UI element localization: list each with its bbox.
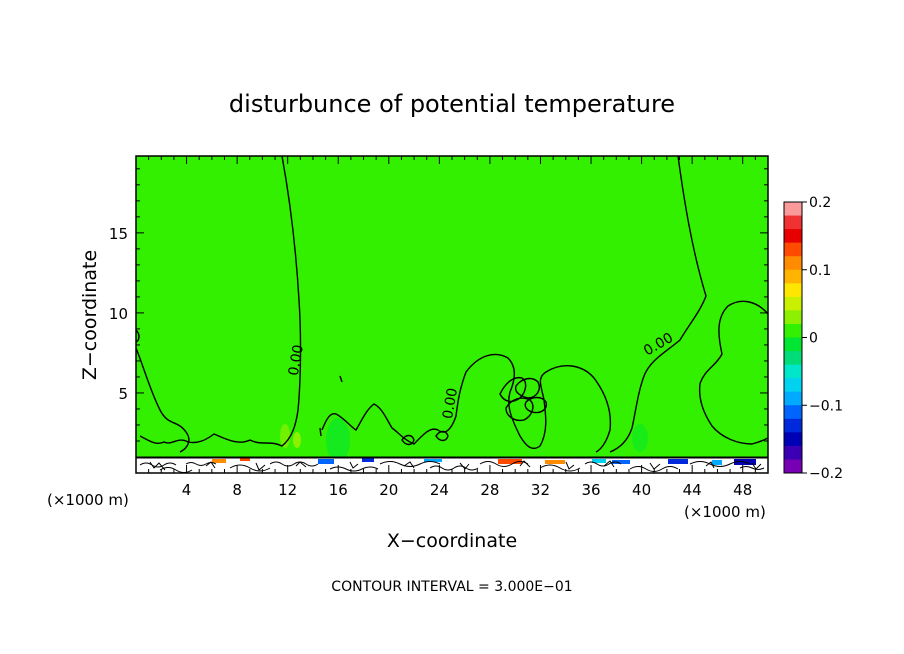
- contour-line: [136, 347, 190, 453]
- x-unit-right: (×1000 m): [684, 503, 766, 521]
- x-tick-label: 40: [632, 481, 651, 499]
- contour-line: [514, 377, 540, 399]
- plot-area: 0.000.000.00: [136, 156, 768, 473]
- x-tick-label: 28: [480, 481, 499, 499]
- colorbar-tick-label: 0: [809, 331, 818, 347]
- x-tick-label: 24: [430, 481, 449, 499]
- y-tick-label: 10: [109, 305, 128, 323]
- y-tick-label: 15: [109, 225, 128, 243]
- colorbar-swatch: [784, 351, 802, 366]
- contour-line: [319, 427, 322, 437]
- field-anomaly: [280, 424, 290, 448]
- x-tick-label: 12: [278, 481, 297, 499]
- field-anomaly: [632, 424, 648, 452]
- y-tick-label: 5: [118, 385, 128, 403]
- chart-title: disturbunce of potential temperature: [229, 90, 675, 118]
- colorbar-swatch: [784, 418, 802, 433]
- contour-line: [698, 300, 768, 445]
- colorbar-swatch: [784, 283, 802, 298]
- zero-contours: [136, 156, 768, 453]
- colorbar-swatch: [784, 323, 802, 338]
- x-tick-label: 4: [182, 481, 192, 499]
- colorbar-swatch: [784, 391, 802, 406]
- contour-line: [505, 397, 534, 422]
- colorbar-swatch: [784, 459, 802, 474]
- colorbar-swatch: [784, 310, 802, 325]
- contour-line: [139, 156, 302, 447]
- colorbar-tick-label: −0.2: [809, 466, 843, 482]
- field-anomaly: [326, 418, 350, 462]
- surface-noise: [139, 458, 765, 473]
- colorbar-swatch: [784, 337, 802, 352]
- y-axis-ticks: 5 10 15: [109, 168, 768, 458]
- contour-line: [499, 376, 527, 403]
- contour-line: [321, 353, 612, 453]
- contour-line: [339, 375, 343, 383]
- x-tick-label: 48: [733, 481, 752, 499]
- x-axis-label: X−coordinate: [387, 530, 517, 552]
- colorbar-swatch: [784, 364, 802, 379]
- field-anomaly: [293, 432, 301, 448]
- colorbar-swatch: [784, 296, 802, 311]
- contour-label: 0.00: [286, 343, 307, 376]
- y-axis-label: Z−coordinate: [79, 250, 101, 380]
- colorbar-swatch: [784, 269, 802, 284]
- colorbar-swatch: [784, 405, 802, 420]
- colorbar-swatch: [784, 242, 802, 257]
- contour-line: [524, 396, 547, 414]
- contour-interval-text: CONTOUR INTERVAL = 3.000E−01: [331, 579, 572, 595]
- colorbar-swatch: [784, 215, 802, 230]
- x-tick-label: 36: [581, 481, 600, 499]
- colorbar-swatch: [784, 432, 802, 447]
- colorbar-tick-label: −0.1: [809, 398, 843, 414]
- contour-line: [435, 430, 449, 442]
- colorbar-swatch: [784, 445, 802, 460]
- contour-label: 0.00: [440, 387, 461, 420]
- x-axis-ticks: 4 8 12 16 20 24 28 32 36 40 44 48: [148, 156, 756, 499]
- colorbar-ticks: 0.2 0.1 0 −0.1 −0.2: [802, 195, 843, 482]
- contour-line: [609, 156, 707, 453]
- colorbar-tick-label: 0.2: [809, 195, 831, 211]
- x-tick-label: 44: [683, 481, 702, 499]
- colorbar-swatch: [784, 256, 802, 271]
- x-tick-label: 16: [329, 481, 348, 499]
- x-unit-left: (×1000 m): [47, 491, 129, 509]
- field-background: [136, 156, 768, 473]
- colorbar: [784, 202, 802, 474]
- contour-line: [136, 329, 140, 343]
- colorbar-swatch: [784, 378, 802, 393]
- x-tick-label: 20: [379, 481, 398, 499]
- contour-line: [401, 434, 415, 446]
- x-tick-label: 8: [232, 481, 242, 499]
- colorbar-tick-label: 0.1: [809, 263, 831, 279]
- colorbar-swatch: [784, 202, 802, 217]
- x-tick-label: 32: [531, 481, 550, 499]
- colorbar-swatch: [784, 229, 802, 244]
